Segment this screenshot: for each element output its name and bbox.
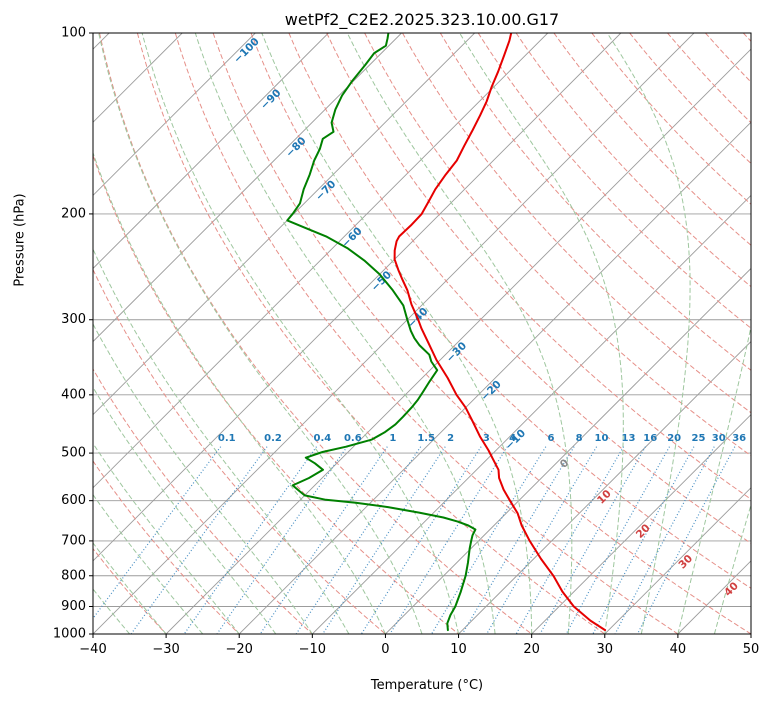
isotherm-label: 20 — [634, 522, 653, 541]
x-tick-label: 0 — [381, 642, 389, 657]
y-tick-label: 700 — [61, 533, 86, 548]
isotherms — [93, 33, 751, 634]
x-tick-label: −20 — [226, 642, 253, 657]
temperature-line — [393, 33, 607, 632]
y-tick-label: 400 — [61, 387, 86, 402]
mixing-ratio-label: 16 — [643, 433, 657, 444]
y-tick-label: 500 — [61, 446, 86, 461]
mixing-ratio-label: 30 — [712, 433, 726, 444]
pressure-gridlines — [93, 33, 751, 634]
x-tick-label: 10 — [450, 642, 467, 657]
mixing-ratio-label: 10 — [595, 433, 609, 444]
isotherm-label: −70 — [313, 178, 338, 203]
mixing-ratio-label: 13 — [621, 433, 635, 444]
y-tick-label: 800 — [61, 568, 86, 583]
mixing-ratio-label: 0.4 — [314, 433, 332, 444]
mixing-ratio-labels: 0.1 0.2 0.4 0.6 1 1.5 2 3 4 6 8 10 13 16 20 25 30 36 — [218, 433, 746, 444]
x-tick-label: −30 — [152, 642, 179, 657]
mixing-ratio-label: 4 — [509, 433, 516, 444]
axis-tick-labels: −40 −30 −20 −10 0 10 20 30 40 5010020030040050060… — [53, 26, 759, 657]
plot-area: −100−90−80−70−60−50−40−30−20−10010203040… — [93, 33, 751, 634]
isotherm-label: 30 — [676, 553, 695, 572]
x-tick-label: −10 — [299, 642, 326, 657]
moist-adiabats — [93, 33, 751, 634]
isotherm-label: −30 — [444, 340, 469, 365]
mixing-ratio-label: 20 — [667, 433, 681, 444]
mixing-ratio-label: 1 — [389, 433, 396, 444]
y-tick-label: 600 — [61, 493, 86, 508]
y-tick-label: 900 — [61, 599, 86, 614]
mixing-ratio-label: 2 — [447, 433, 454, 444]
axis-ticks — [89, 32, 752, 638]
x-axis-label: Temperature (°C) — [370, 678, 484, 693]
y-tick-label: 300 — [61, 312, 86, 327]
x-tick-label: 50 — [743, 642, 760, 657]
x-tick-label: 40 — [670, 642, 687, 657]
mixing-ratio-label: 8 — [576, 433, 583, 444]
mixing-ratio-lines — [93, 446, 736, 634]
x-tick-label: −40 — [79, 642, 106, 657]
dry-adiabats — [93, 33, 751, 634]
isotherm-label: −80 — [284, 135, 309, 160]
y-tick-label: 200 — [61, 206, 86, 221]
x-tick-label: 30 — [597, 642, 614, 657]
y-tick-label: 1000 — [53, 627, 86, 642]
x-tick-label: 20 — [523, 642, 540, 657]
dewpoint-line — [286, 33, 477, 632]
mixing-ratio-label: 3 — [483, 433, 490, 444]
y-tick-label: 100 — [61, 26, 86, 41]
mixing-ratio-label: 1.5 — [417, 433, 435, 444]
mixing-ratio-label: 0.6 — [344, 433, 362, 444]
isotherm-label: −100 — [232, 36, 262, 66]
mixing-ratio-label: 36 — [732, 433, 746, 444]
chart-title: wetPf2_C2E2.2025.323.10.00.G17 — [284, 10, 560, 29]
mixing-ratio-label: 0.1 — [218, 433, 236, 444]
mixing-ratio-label: 25 — [692, 433, 706, 444]
isotherm-label: 10 — [595, 488, 614, 507]
plot-border — [92, 32, 752, 635]
isotherm-label: −20 — [479, 378, 504, 403]
mixing-ratio-label: 6 — [547, 433, 554, 444]
mixing-ratio-label: 0.2 — [264, 433, 282, 444]
isotherm-label: 0 — [558, 457, 572, 471]
